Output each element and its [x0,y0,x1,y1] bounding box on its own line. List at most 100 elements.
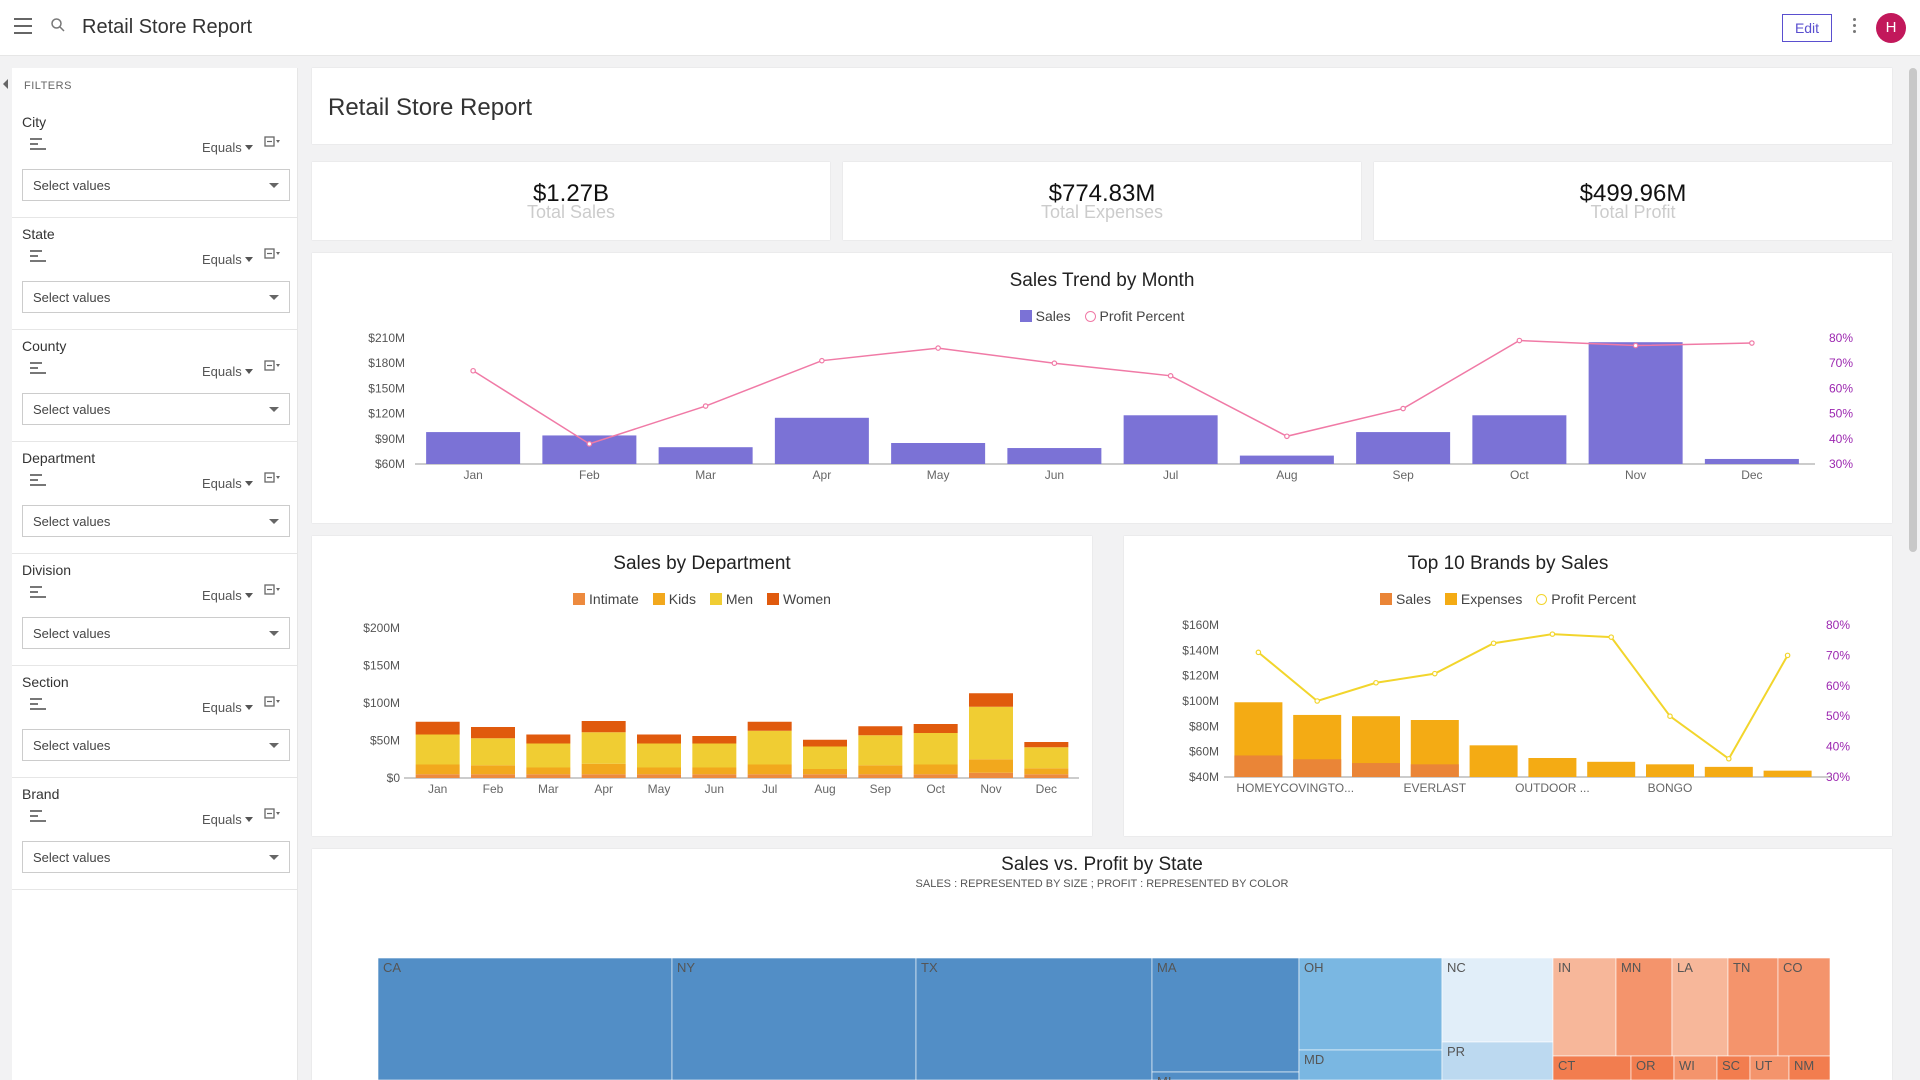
operator-dropdown[interactable]: Equals [202,364,253,379]
filter-brand: Brand Equals Select values [12,778,298,890]
legend-item-sales[interactable]: Sales [1379,591,1431,607]
sort-icon[interactable] [30,698,46,712]
chevron-down-icon [244,369,253,374]
avatar[interactable]: H [1876,13,1906,43]
bar-segment-intimate [526,774,571,778]
y2-tick-label: 80% [1829,331,1853,345]
bar [426,432,521,464]
chart-title: Sales vs. Profit by State [1001,854,1203,875]
legend-item-kids[interactable]: Kids [652,591,696,607]
line-point [1051,360,1058,367]
bar-segment-men [858,735,903,766]
legend-label: Profit Percent [1099,308,1185,324]
menu-icon[interactable] [14,18,32,34]
treemap-label: PR [1447,1044,1465,1059]
operator-label: Equals [202,252,242,267]
line-point [1784,652,1791,659]
department-select[interactable]: Select values [22,505,290,537]
chart-legend: Sales Profit Percent [312,308,1892,324]
division-select[interactable]: Select values [22,617,290,649]
operator-dropdown[interactable]: Equals [202,700,253,715]
filter-options-icon[interactable] [264,248,282,260]
legend-item-women[interactable]: Women [766,591,831,607]
x-tick-label: Sep [1392,468,1414,482]
sales-by-department-chart: $0 $50M $100M $150M $200M Jan Feb Mar Apr May Jun J… [363,621,1079,796]
line-point [1255,649,1262,656]
section-select[interactable]: Select values [22,729,290,761]
legend-item-men[interactable]: Men [709,591,754,607]
legend-item-sales[interactable]: Sales [1019,308,1071,324]
kpi-total-profit: Total Profit $499.96M [1374,162,1892,240]
chevron-down-icon [269,743,279,748]
sort-icon[interactable] [30,250,46,264]
bar-segment-women [526,734,571,744]
filter-options-icon[interactable] [264,136,282,148]
chevron-down-icon [269,519,279,524]
sort-icon[interactable] [30,810,46,824]
search-icon[interactable] [50,17,66,35]
brand-select[interactable]: Select values [22,841,290,873]
x-tick-label: Oct [1510,468,1529,482]
scrollbar[interactable] [1909,68,1917,552]
sort-icon[interactable] [30,586,46,600]
operator-dropdown[interactable]: Equals [202,588,253,603]
bar-segment-kids [803,769,847,775]
filter-options-icon[interactable] [264,360,282,372]
treemap-cell [1298,957,1443,1051]
filter-options-icon[interactable] [264,696,282,708]
y-tick-label: $210M [368,331,405,345]
legend-item-profit-percent[interactable]: Profit Percent [1536,591,1636,607]
x-tick-label: Feb [483,782,504,796]
chevron-down-icon [244,257,253,262]
operator-dropdown[interactable]: Equals [202,812,253,827]
operator-dropdown[interactable]: Equals [202,140,253,155]
county-select[interactable]: Select values [22,393,290,425]
sort-icon[interactable] [30,362,46,376]
sort-icon[interactable] [30,474,46,488]
collapse-panel-icon[interactable] [3,79,8,89]
treemap-cell [1151,1071,1300,1080]
y-tick-label: $150M [368,381,405,395]
legend-swatch [1444,593,1457,605]
bar-segment-expenses [1646,764,1694,777]
y2-tick-label: 70% [1829,356,1853,370]
chevron-down-icon [244,145,253,150]
edit-button[interactable]: Edit [1782,14,1832,42]
bar-segment-sales [1293,759,1342,777]
bar-segment-men [692,743,737,768]
treemap-cell [1441,957,1554,1043]
operator-label: Equals [202,476,242,491]
operator-dropdown[interactable]: Equals [202,476,253,491]
treemap-label: TN [1733,960,1750,975]
more-options-icon[interactable] [1852,18,1858,36]
treemap-label: IN [1558,960,1571,975]
y-tick-label: $50M [370,734,400,748]
top-brands-chart: $40M $60M $80M $100M $120M $140M $160M 30% 40% 50… [1182,618,1850,795]
bar-segment-men [415,734,460,765]
city-select[interactable]: Select values [22,169,290,201]
treemap-cell [1151,957,1300,1073]
y-tick-label: $120M [368,407,405,421]
bar-segment-women [913,724,958,733]
kpi-value: $499.96M [1579,180,1687,207]
legend-item-profit-percent[interactable]: Profit Percent [1084,308,1185,324]
operator-dropdown[interactable]: Equals [202,252,253,267]
line-point [1490,640,1497,647]
treemap-cell [1298,1049,1443,1080]
y2-tick-label: 30% [1826,770,1850,784]
line-point [1314,698,1321,704]
legend-label: Men [725,591,754,607]
filter-options-icon[interactable] [264,808,282,820]
state-select[interactable]: Select values [22,281,290,313]
sort-icon[interactable] [30,138,46,152]
bar-segment-intimate [471,774,515,778]
filter-options-icon[interactable] [264,584,282,596]
treemap-cell [1749,1055,1790,1080]
legend-item-expenses[interactable]: Expenses [1444,591,1522,607]
filter-options-icon[interactable] [264,472,282,484]
bar-segment-women [747,721,792,731]
operator-label: Equals [202,140,242,155]
filter-county: County Equals Select values [12,330,298,442]
legend-item-intimate[interactable]: Intimate [573,591,639,607]
kpi-label: Total Profit [1590,202,1676,222]
